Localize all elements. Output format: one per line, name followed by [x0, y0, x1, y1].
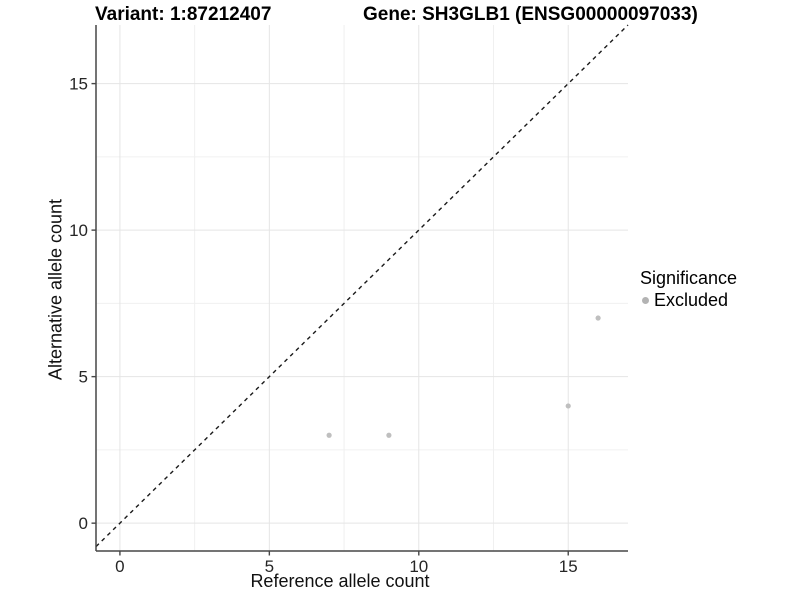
data-point	[326, 432, 332, 438]
identity-reference-line	[95, 24, 629, 548]
grid-major	[96, 25, 628, 551]
legend-title: Significance	[640, 268, 738, 288]
axis-tick-labels: 0 5 10 15 0 5 10 15	[69, 75, 578, 576]
plot-title-variant: Variant: 1:87212407	[95, 4, 272, 25]
x-tick-label: 0	[115, 557, 124, 576]
data-point	[595, 315, 601, 321]
y-tick-label: 10	[69, 221, 88, 240]
data-point	[386, 432, 392, 438]
plot-title-gene: Gene: SH3GLB1 (ENSG00000097033)	[363, 4, 698, 25]
y-tick-label: 15	[69, 75, 88, 94]
data-points	[326, 315, 601, 438]
x-tick-label: 15	[559, 557, 578, 576]
legend-key-dot-icon	[642, 296, 649, 304]
legend: Significance Excluded	[640, 268, 737, 310]
legend-item-label: Excluded	[654, 289, 729, 310]
axis-ticks	[91, 82, 569, 556]
legend-item-excluded: Excluded	[640, 290, 737, 310]
x-axis-title: Reference allele count	[250, 571, 430, 591]
x-tick-label: 10	[409, 557, 428, 576]
y-tick-label: 0	[79, 514, 88, 533]
y-axis-title: Alternative allele count	[45, 198, 66, 381]
grid-minor	[96, 25, 628, 551]
y-tick-label: 5	[79, 368, 88, 387]
data-point	[565, 403, 571, 409]
x-tick-label: 5	[265, 557, 274, 576]
